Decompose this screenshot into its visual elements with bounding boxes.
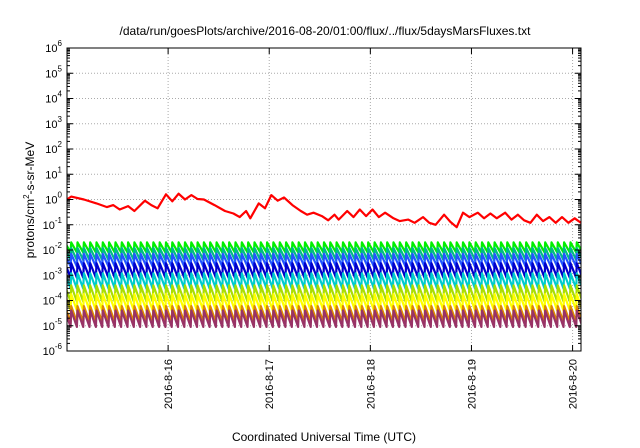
y-tick-label: 10-1: [43, 216, 63, 232]
series-line-9: [67, 309, 581, 328]
y-axis-label-sup: 2: [22, 194, 31, 199]
y-tick-label: 105: [45, 64, 62, 80]
y-tick-label: 103: [45, 115, 62, 131]
y-tick-label: 102: [45, 140, 62, 156]
x-tick-label: 2016-8-16: [163, 359, 175, 409]
x-tick-label: 2016-8-20: [568, 359, 580, 409]
x-tick-label: 2016-8-19: [466, 359, 478, 409]
y-tick-label: 10-3: [43, 266, 63, 282]
y-axis-label-rest: -s-sr-MeV: [23, 142, 37, 195]
x-axis: 2016-8-16 2016-8-17 2016-8-18 2016-8-19 2016…: [163, 48, 580, 409]
y-axis: 10-6 10-5 10-4 10-3 10-2 10-1 100 101 102 103 104 1…: [43, 39, 581, 358]
x-axis-label: Coordinated Universal Time (UTC): [232, 430, 416, 444]
y-tick-label: 10-5: [43, 317, 63, 333]
series-line-5: [67, 272, 581, 290]
y-axis-label: protons/cm2-s-sr-MeV: [22, 142, 37, 258]
series-line-7: [67, 293, 581, 312]
series-line-0: [67, 192, 581, 229]
y-tick-label: 104: [45, 90, 62, 106]
y-axis-label-base: protons/cm: [23, 199, 37, 258]
y-tick-label: 100: [45, 191, 62, 207]
series-line-1: [67, 241, 581, 254]
x-tick-label: 2016-8-17: [264, 359, 276, 409]
y-tick-label: 106: [45, 39, 62, 55]
x-tick-label: 2016-8-18: [365, 359, 377, 409]
y-tick-label: 101: [45, 165, 62, 181]
plot-area: [67, 192, 581, 328]
y-tick-label: 10-6: [43, 342, 63, 358]
y-tick-label: 10-4: [43, 292, 63, 308]
series-layer: [67, 192, 581, 328]
chart-title: /data/run/goesPlots/archive/2016-08-20/0…: [120, 24, 532, 38]
y-tick-label: 10-2: [43, 241, 63, 257]
series-line-4: [67, 262, 581, 279]
series-line-3: [67, 252, 581, 268]
